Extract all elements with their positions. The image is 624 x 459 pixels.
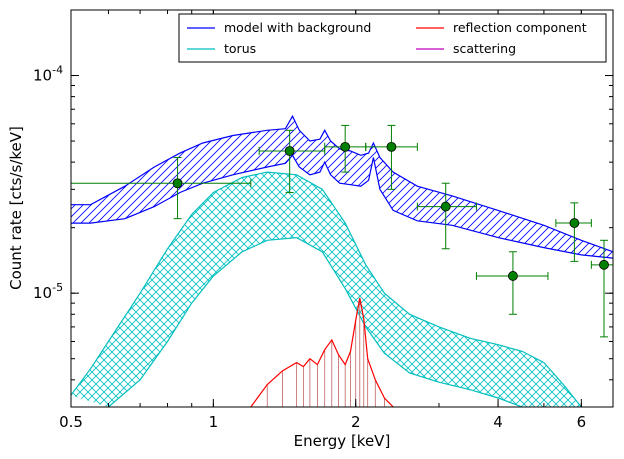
data-point-3	[365, 124, 418, 190]
x-tick-label: 2	[351, 413, 361, 431]
legend-label-2: torus	[224, 41, 256, 56]
legend-box	[178, 13, 607, 63]
data-points	[71, 124, 613, 338]
y-tick-label: 10-5	[33, 281, 63, 302]
x-tick-label: 6	[577, 413, 587, 431]
legend-label-1: reflection component	[453, 20, 587, 35]
data-point-5	[475, 251, 549, 315]
x-axis-label: Energy [keV]	[294, 432, 391, 450]
data-marker	[569, 218, 580, 228]
y-tick-base: 10	[33, 67, 52, 85]
data-point-4	[416, 182, 477, 250]
model-upper-line	[71, 114, 613, 253]
plot-area	[71, 114, 613, 407]
data-point-2	[324, 124, 367, 173]
legend-label-3: scattering	[453, 41, 516, 56]
data-marker	[386, 141, 397, 152]
y-tick-base: 10	[33, 284, 52, 302]
data-point-1	[258, 129, 326, 194]
data-point-7	[590, 239, 613, 338]
data-marker	[172, 178, 183, 189]
y-tick-exponent: -4	[52, 64, 63, 77]
torus-upper-line	[71, 171, 582, 407]
data-marker	[340, 141, 351, 152]
data-point-0	[71, 157, 252, 220]
x-tick-label: 4	[493, 413, 503, 431]
model-lower-line	[71, 154, 613, 259]
y-tick-exponent: -5	[52, 281, 63, 294]
data-marker	[599, 259, 609, 270]
y-tick-label: 10-4	[33, 64, 63, 85]
reflection-line	[250, 297, 394, 407]
data-point-6	[555, 202, 592, 262]
legend: model with background reflection compone…	[178, 13, 607, 63]
data-marker	[508, 271, 518, 281]
plot-frame	[70, 9, 614, 408]
legend-label-0: model with background	[224, 20, 371, 35]
torus-band	[71, 171, 582, 407]
axis-ticks	[70, 9, 614, 408]
model-band	[71, 114, 613, 259]
x-tick-label: 1	[209, 413, 219, 431]
torus-lower-line	[108, 236, 523, 407]
y-axis-label: Count rate [cts/s/keV]	[7, 126, 25, 290]
data-marker	[440, 201, 451, 212]
tick-labels: 0.5 1 2 4 610-510-4	[33, 64, 586, 431]
data-marker	[284, 146, 295, 156]
torus-band-fill	[71, 172, 582, 407]
reflection-component	[250, 297, 394, 407]
model-band-fill	[71, 116, 613, 259]
x-tick-label: 0.5	[59, 413, 83, 431]
